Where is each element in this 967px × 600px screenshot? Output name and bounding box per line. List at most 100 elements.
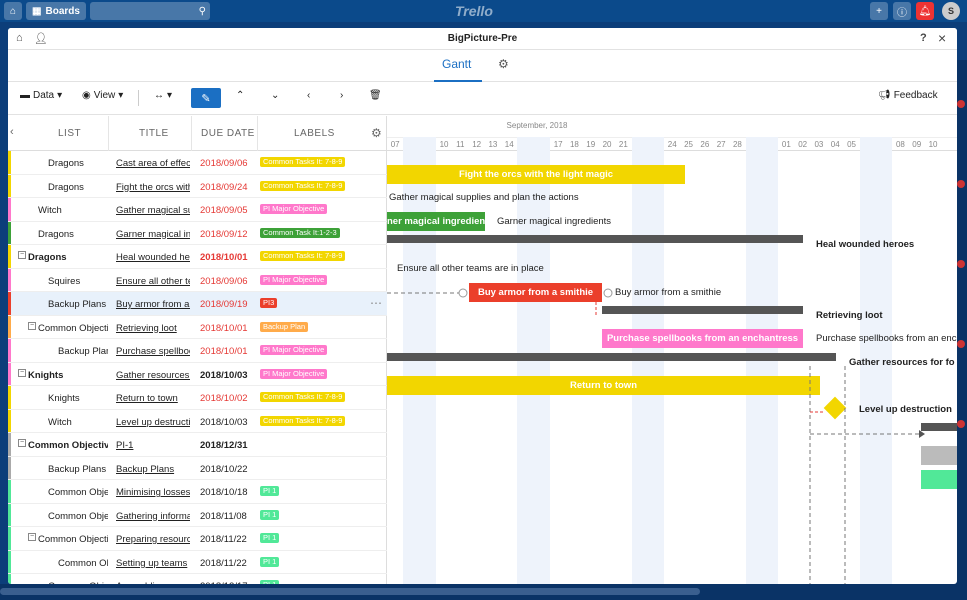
table-row[interactable]: Witch Level up destructio 2018/10/03 Common… (8, 409, 387, 433)
table-row[interactable]: Witch Gather magical sup 2018/09/05 PI Majo… (8, 198, 387, 222)
add-button[interactable]: + (870, 2, 888, 20)
cell-title-link[interactable]: Garner magical ing (116, 228, 190, 240)
cell-title-link[interactable]: Setting up teams (116, 557, 188, 569)
horizontal-scrollbar[interactable] (0, 584, 967, 600)
chevron-down-icon: ▾ (118, 90, 124, 101)
user-settings-icon[interactable]: 👤︎ (34, 33, 48, 45)
scrollbar-thumb[interactable] (0, 588, 700, 595)
summary-bar[interactable] (921, 423, 957, 431)
trello-header: ⌂ ▦ Boards ⚲ Trello + ⓘ 🔔︎ S (0, 0, 967, 22)
summary-bar[interactable] (602, 306, 803, 314)
cell-list: Squires (48, 275, 81, 287)
column-header-list[interactable]: LIST (58, 128, 82, 139)
cell-title-link[interactable]: Buy armor from a s (116, 299, 190, 310)
table-row[interactable]: Backup Plans Backup Plans 2018/10/22 (8, 456, 387, 480)
label-badge: Common Tasks It: 7-8-9 (260, 251, 346, 261)
delete-button[interactable]: 🗑︎ (369, 90, 382, 101)
cell-title-link[interactable]: Gathering informat (116, 510, 190, 522)
zoom-menu-button[interactable]: ↔ ▾ (154, 90, 172, 101)
table-row[interactable]: Common Objectiv Assembling a party 2018/12… (8, 574, 387, 584)
indent-button[interactable]: › (340, 90, 343, 101)
collapse-toggle-icon[interactable]: − (28, 321, 36, 330)
table-row[interactable]: Squires Ensure all other te 2018/09/06 PI M… (8, 268, 387, 292)
row-color-indicator (8, 221, 11, 244)
data-menu-button[interactable]: ▬ Data ▾ (20, 90, 63, 101)
gantt-bar[interactable]: Fight the orcs with the light magic (387, 165, 685, 184)
home-icon[interactable]: ⌂ (16, 32, 23, 44)
notification-dot (957, 100, 965, 108)
collapse-toggle-icon[interactable]: − (18, 439, 26, 447)
collapse-toggle-icon[interactable]: − (28, 533, 36, 541)
table-row[interactable]: −Dragons Heal wounded hero 2018/10/01 Commo… (8, 245, 387, 269)
help-icon[interactable]: ? (920, 32, 927, 44)
table-row[interactable]: Dragons Fight the orcs with 2018/09/24 Comm… (8, 174, 387, 198)
gantt-bar[interactable]: Return to town (387, 376, 820, 395)
cell-title-link[interactable]: Minimising losses (116, 487, 190, 498)
collapse-toggle-icon[interactable]: − (18, 368, 26, 377)
notifications-button[interactable]: 🔔︎ (916, 2, 934, 20)
cell-title-link[interactable]: Ensure all other te (116, 275, 190, 287)
table-row[interactable]: Dragons Cast area of effect 2018/09/06 Comm… (8, 151, 387, 175)
avatar[interactable]: S (942, 2, 960, 20)
edit-button[interactable]: ✎ (191, 88, 221, 108)
move-up-button[interactable]: ⌃ (236, 90, 244, 101)
outdent-button[interactable]: ‹ (307, 90, 310, 101)
cell-title-link[interactable]: Return to town (116, 393, 178, 404)
cell-title-link[interactable]: Gather resources f (116, 369, 190, 381)
table-row[interactable]: Common Objec Setting up teams 2018/11/22 PI… (8, 550, 387, 574)
cell-title-link[interactable]: Preparing resource (116, 534, 190, 545)
table-row[interactable]: − Common Objectiv Retrieving loot 2018/10/0… (8, 315, 387, 339)
gantt-bar[interactable]: Buy armor from a smithie (469, 283, 602, 302)
table-row[interactable]: Common Objectiv Gathering informat 2018/11… (8, 503, 387, 527)
gantt-bar[interactable] (921, 446, 957, 465)
cell-title-link[interactable]: Retrieving loot (116, 322, 177, 334)
day-label: 14 (504, 140, 514, 149)
home-button[interactable]: ⌂ (4, 2, 22, 20)
table-row[interactable]: − Common Objective PI-1 2018/12/31 (8, 433, 387, 457)
cell-title-link[interactable]: Gather magical sup (116, 205, 190, 216)
column-header-title[interactable]: TITLE (139, 128, 169, 139)
table-row[interactable]: − Knights Gather resources f 2018/10/03 PI M… (8, 362, 387, 386)
cell-title-link[interactable]: Purchase spellboo (116, 346, 190, 357)
table-row[interactable]: Backup Plans Buy armor from a s 2018/09/19… (8, 292, 387, 316)
cell-title-link[interactable]: Fight the orcs with (116, 181, 190, 193)
summary-bar[interactable] (387, 353, 836, 361)
table-row[interactable]: − Common Objectiv Preparing resource 2018/1… (8, 527, 387, 551)
table-row[interactable]: Common Objectiv Minimising losses 2018/10/… (8, 480, 387, 504)
collapse-toggle-icon[interactable]: − (18, 251, 26, 259)
gantt-bar[interactable]: Purchase spellbooks from an enchantress (602, 329, 803, 348)
cell-title-link[interactable]: Heal wounded hero (116, 252, 190, 263)
gantt-bar[interactable] (921, 470, 957, 489)
gear-icon[interactable]: ⚙ (498, 57, 509, 71)
collapse-panel-icon[interactable]: ‹ (10, 126, 15, 138)
column-header-due-date[interactable]: DUE DATE (201, 128, 255, 139)
feedback-button[interactable]: 📢︎ Feedback (878, 90, 938, 101)
summary-bar[interactable] (387, 235, 803, 243)
tab-gantt[interactable]: Gantt (442, 57, 472, 71)
close-icon[interactable]: × (938, 30, 947, 46)
table-row[interactable]: Backup Plans Purchase spellboo 2018/10/01 P… (8, 339, 387, 363)
cell-title-link[interactable]: PI-1 (116, 440, 134, 451)
gear-icon[interactable]: ⚙ (371, 126, 383, 140)
column-header-labels[interactable]: LABELS (294, 128, 335, 139)
cell-title-link[interactable]: Backup Plans (116, 463, 175, 475)
cell-title-link[interactable]: Level up destructio (116, 416, 190, 428)
move-down-button[interactable]: ⌄ (271, 90, 279, 101)
boards-button[interactable]: ▦ Boards (26, 2, 86, 20)
trello-logo[interactable]: Trello (455, 3, 493, 19)
info-button[interactable]: ⓘ (893, 2, 911, 20)
cell-title-link[interactable]: Assembling a party (116, 581, 190, 584)
table-row[interactable]: Dragons Garner magical ing 2018/09/12 Commo… (8, 221, 387, 245)
row-color-indicator (8, 433, 11, 456)
cell-title-link[interactable]: Cast area of effect (116, 158, 190, 169)
gantt-bar-label: Retrieving loot (816, 310, 883, 321)
view-menu-button[interactable]: ◉ View ▾ (82, 90, 124, 101)
more-icon[interactable]: ⋯ (370, 296, 382, 310)
day-label: 17 (553, 140, 563, 149)
cell-list: Common Objectiv (38, 322, 108, 334)
gantt-bar-label: Heal wounded heroes (816, 239, 915, 250)
chevron-down-icon: ▾ (167, 90, 173, 101)
search-input[interactable]: ⚲ (90, 2, 210, 20)
table-row[interactable]: Knights Return to town 2018/10/02 Common Ta… (8, 386, 387, 410)
gantt-bar[interactable]: ner magical ingredient (387, 212, 485, 231)
